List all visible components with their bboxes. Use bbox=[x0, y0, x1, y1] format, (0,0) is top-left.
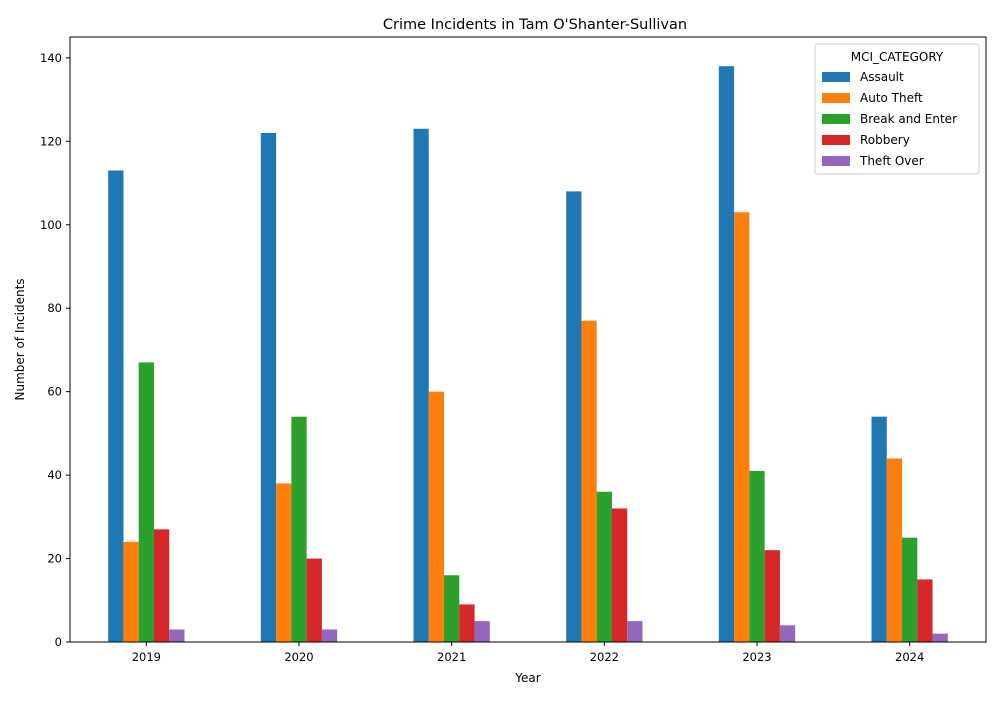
y-axis-label: Number of Incidents bbox=[13, 278, 27, 400]
x-tick-label: 2019 bbox=[132, 650, 161, 664]
bar-break-and-enter-2022 bbox=[596, 491, 612, 642]
bar-theft-over-2021 bbox=[474, 621, 490, 642]
bar-auto-theft-2022 bbox=[581, 320, 597, 642]
bar-auto-theft-2024 bbox=[886, 458, 903, 642]
y-axis: 0 20 40 60 80 100 120 140 bbox=[40, 51, 70, 649]
y-tick-label: 60 bbox=[47, 385, 62, 399]
legend-swatch bbox=[822, 93, 850, 103]
x-axis-label: Year bbox=[514, 671, 540, 685]
bar-robbery-2022 bbox=[611, 508, 628, 642]
bar-theft-over-2022 bbox=[627, 621, 643, 642]
legend-label: Assault bbox=[860, 70, 904, 84]
legend-label: Auto Theft bbox=[860, 91, 923, 105]
bar-theft-over-2020 bbox=[321, 629, 338, 642]
y-tick-label: 0 bbox=[55, 635, 62, 649]
legend-label: Robbery bbox=[860, 133, 910, 147]
bar-auto-theft-2021 bbox=[428, 391, 445, 642]
legend-box bbox=[814, 43, 980, 175]
bar-robbery-2020 bbox=[306, 558, 322, 642]
bar-break-and-enter-2023 bbox=[749, 470, 765, 642]
bar-assault-2020 bbox=[260, 132, 277, 642]
chart-title: Crime Incidents in Tam O'Shanter-Sulliva… bbox=[383, 17, 687, 33]
x-tick-label: 2024 bbox=[895, 650, 924, 664]
y-tick-label: 80 bbox=[47, 301, 62, 315]
bar-break-and-enter-2019 bbox=[138, 362, 154, 642]
y-tick-label: 40 bbox=[47, 468, 62, 482]
bar-assault-2019 bbox=[108, 170, 124, 642]
legend: MCI_CATEGORY Assault Auto Theft Break and … bbox=[814, 43, 980, 175]
y-tick-label: 100 bbox=[40, 218, 62, 232]
legend-label: Theft Over bbox=[859, 154, 924, 168]
bar-robbery-2019 bbox=[153, 529, 170, 642]
legend-swatch bbox=[822, 135, 850, 145]
x-tick-label: 2022 bbox=[590, 650, 619, 664]
plot-frame bbox=[69, 36, 987, 643]
bar-break-and-enter-2020 bbox=[291, 416, 307, 642]
bar-auto-theft-2019 bbox=[123, 541, 139, 642]
bar-robbery-2024 bbox=[917, 579, 933, 642]
bar-theft-over-2019 bbox=[169, 629, 185, 642]
legend-label: Break and Enter bbox=[860, 112, 957, 126]
bar-assault-2022 bbox=[566, 191, 582, 642]
bar-theft-over-2023 bbox=[779, 625, 796, 642]
bars-group bbox=[108, 66, 948, 643]
bar-auto-theft-2023 bbox=[734, 212, 750, 643]
bar-robbery-2023 bbox=[764, 550, 780, 642]
y-tick-label: 20 bbox=[47, 552, 62, 566]
x-tick-label: 2020 bbox=[284, 650, 313, 664]
legend-title: MCI_CATEGORY bbox=[851, 50, 944, 64]
bar-assault-2023 bbox=[718, 66, 735, 642]
bar-theft-over-2024 bbox=[932, 633, 948, 642]
x-axis: 2019 2020 2021 2022 2023 2024 bbox=[132, 642, 924, 664]
x-tick-label: 2021 bbox=[437, 650, 466, 664]
x-tick-label: 2023 bbox=[742, 650, 771, 664]
bar-assault-2024 bbox=[871, 416, 887, 642]
bar-break-and-enter-2024 bbox=[902, 537, 918, 642]
bar-robbery-2021 bbox=[459, 604, 475, 642]
y-tick-label: 120 bbox=[40, 134, 62, 148]
bar-break-and-enter-2021 bbox=[444, 575, 460, 642]
legend-swatch bbox=[822, 72, 850, 82]
legend-swatch bbox=[822, 114, 850, 124]
y-tick-label: 140 bbox=[40, 51, 62, 65]
legend-items: Assault Auto Theft Break and Enter Robbery T… bbox=[822, 70, 957, 168]
bar-auto-theft-2020 bbox=[276, 483, 292, 642]
legend-swatch bbox=[822, 156, 850, 166]
bar-assault-2021 bbox=[413, 128, 429, 643]
